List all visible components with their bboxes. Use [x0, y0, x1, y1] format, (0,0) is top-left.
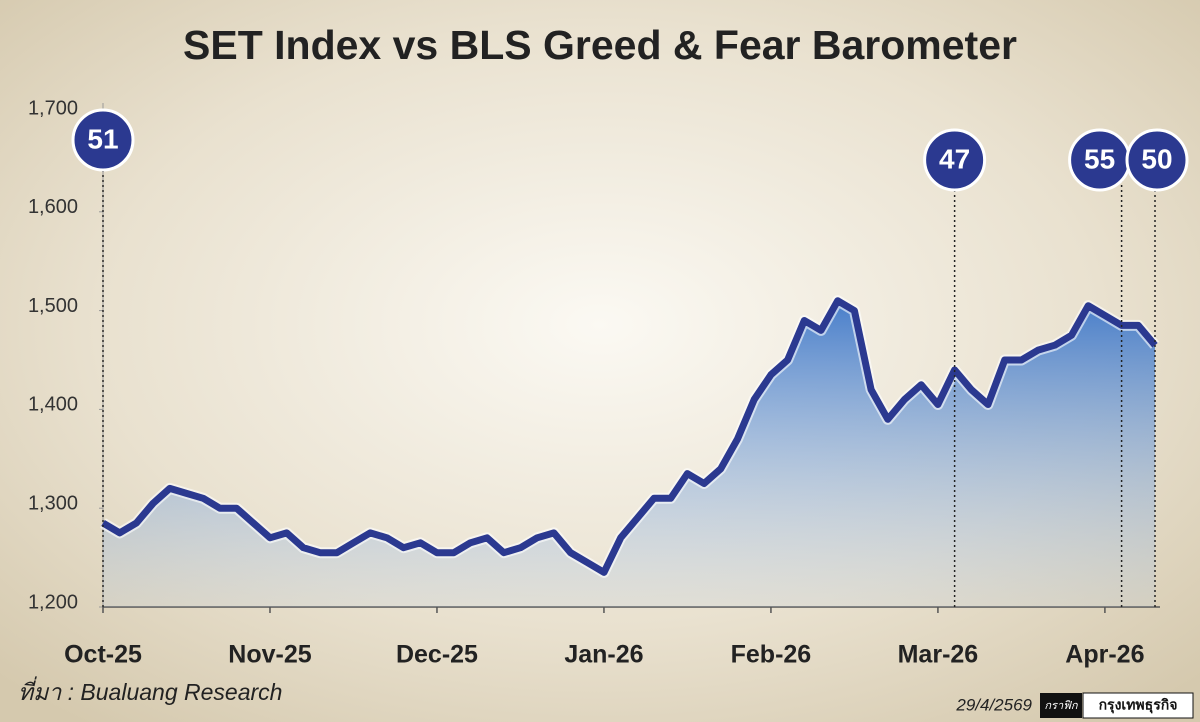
credit-box — [1040, 693, 1082, 718]
y-tick-label: 1,300 — [28, 492, 78, 514]
y-tick-label: 1,500 — [28, 295, 78, 317]
x-tick-label: Nov-25 — [228, 641, 311, 669]
annotation-bubble — [71, 108, 135, 172]
x-tick-label: Mar-26 — [898, 641, 979, 669]
x-tick-label: Apr-26 — [1065, 641, 1144, 669]
x-tick-label: Dec-25 — [396, 641, 478, 669]
area — [103, 300, 1155, 607]
annotation-bubble — [1125, 128, 1189, 192]
y-tick-label: 1,700 — [28, 97, 78, 119]
x-tick-label: Jan-26 — [564, 641, 643, 669]
line — [101, 297, 1158, 576]
x-tick-label: Feb-26 — [731, 641, 812, 669]
y-tick-label: 1,600 — [28, 196, 78, 218]
annotation-bubble — [923, 128, 987, 192]
date: 29/4/2569 — [955, 695, 1032, 714]
annotation-label: 51 — [87, 123, 118, 154]
annotation-label: 47 — [939, 143, 970, 174]
credit-name: กรุงเทพธุรกิจ — [1099, 697, 1178, 714]
y-tick-label: 1,400 — [28, 394, 78, 416]
y-tick-label: 1,200 — [28, 591, 78, 613]
chart-title: SET Index vs BLS Greed & Fear Barometer — [183, 22, 1017, 68]
annotation-label: 55 — [1084, 143, 1115, 174]
credit-label: กราฟิก — [1044, 700, 1079, 712]
x-tick-label: Oct-25 — [64, 641, 142, 669]
annotation-label: 50 — [1141, 143, 1172, 174]
credit-box — [1082, 692, 1194, 719]
source: ที่มา : Bualuang Research — [18, 676, 282, 705]
